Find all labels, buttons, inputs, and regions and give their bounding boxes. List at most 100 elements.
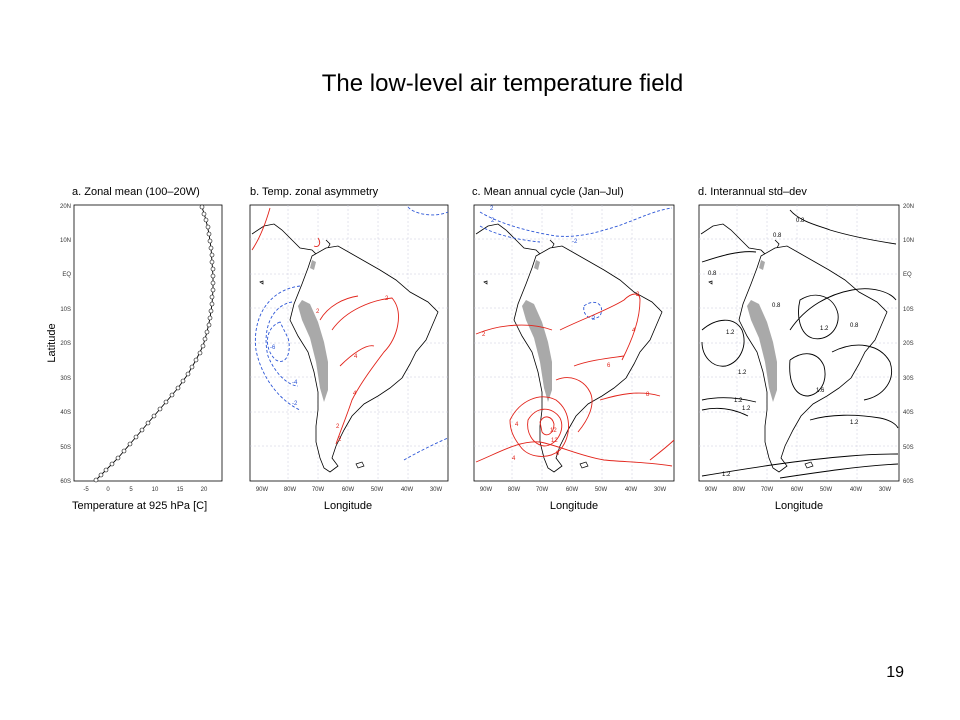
- contour-label: 2: [592, 316, 596, 322]
- panel-d-contours: [701, 209, 899, 479]
- panel-a: a. Zonal mean (100–20W) 20N 10N EQ 10S 2…: [46, 186, 223, 512]
- contour-label: 8: [556, 451, 560, 457]
- contour-label: 1.2: [734, 398, 743, 404]
- panel-c-lon-ticks: 90W 80W 70W 60W 50W 40W 30W: [480, 487, 667, 493]
- lon-tick: 80W: [508, 487, 521, 493]
- contour-label: 0.8: [772, 303, 781, 309]
- lon-tick: 50W: [820, 487, 833, 493]
- contour-label: 1.2: [738, 370, 747, 376]
- slide-title: The low-level air temperature field: [321, 70, 684, 97]
- panel-a-title: a. Zonal mean (100–20W): [72, 186, 200, 198]
- lat-tick: 60S: [903, 479, 914, 485]
- lat-tick: 40S: [903, 410, 914, 416]
- contour-label: 4: [632, 328, 636, 334]
- panel-b: b. Temp. zonal asymmetry: [249, 186, 449, 512]
- lat-tick: 30S: [903, 376, 914, 382]
- contour-label: 2: [316, 309, 320, 315]
- lat-tick: 20N: [903, 204, 914, 210]
- lon-tick: 60W: [342, 487, 355, 493]
- panel-a-xlabel: Temperature at 925 hPa [C]: [72, 500, 207, 512]
- panel-d-lon-ticks: 90W 80W 70W 60W 50W 40W 30W: [705, 487, 892, 493]
- contour-label: 4: [354, 354, 358, 360]
- panel-d-lat-ticks: 20N 10N EQ 10S 20S 30S 40S 50S 60S: [903, 204, 914, 485]
- temp-tick: 20: [201, 487, 208, 493]
- temp-tick: 5: [129, 487, 133, 493]
- lon-tick: 70W: [761, 487, 774, 493]
- lon-tick: 90W: [480, 487, 493, 493]
- lat-tick: 10N: [60, 238, 71, 244]
- lon-tick: 50W: [595, 487, 608, 493]
- panel-a-ylabel: Latitude: [46, 323, 58, 362]
- contour-label: 2: [338, 437, 342, 443]
- panel-c-pos-contours: [475, 293, 675, 467]
- lon-tick: 40W: [625, 487, 638, 493]
- panel-a-lat-ticks: 20N 10N EQ 10S 20S 30S 40S 50S 60S: [60, 204, 71, 485]
- contour-label: -2: [572, 239, 578, 245]
- lat-tick: 20N: [60, 204, 71, 210]
- contour-label: 2: [336, 424, 340, 430]
- temp-tick: 15: [177, 487, 184, 493]
- contour-label: 4: [515, 422, 519, 428]
- lat-tick: 20S: [60, 341, 71, 347]
- contour-label: 1.2: [742, 406, 751, 412]
- panel-c-title: c. Mean annual cycle (Jan–Jul): [472, 186, 624, 198]
- contour-label: 0.8: [796, 218, 805, 224]
- lat-tick: 60S: [60, 479, 71, 485]
- contour-label: 2: [636, 292, 640, 298]
- lon-tick: 50W: [371, 487, 384, 493]
- contour-label: 4: [353, 391, 357, 397]
- panel-a-frame: [73, 204, 223, 482]
- panel-b-pos-contours: [251, 207, 399, 445]
- panel-c-neg-contours: [479, 207, 673, 319]
- lon-tick: 70W: [312, 487, 325, 493]
- contour-label: 1.2: [726, 330, 735, 336]
- contour-label: 12: [551, 438, 558, 444]
- panel-b-lon-ticks: 90W 80W 70W 60W 50W 40W 30W: [256, 487, 443, 493]
- contour-label: 1.2: [722, 472, 731, 478]
- lon-tick: 30W: [654, 487, 667, 493]
- lon-tick: 90W: [256, 487, 269, 493]
- panel-c-xlabel: Longitude: [550, 500, 598, 512]
- contour-label: 2: [491, 218, 495, 224]
- lon-tick: 40W: [401, 487, 414, 493]
- temp-tick: 0: [106, 487, 110, 493]
- contour-label: 0.8: [850, 323, 859, 329]
- lat-tick: 20S: [903, 341, 914, 347]
- contour-label: 0.8: [708, 271, 717, 277]
- panel-b-xlabel: Longitude: [324, 500, 372, 512]
- contour-label: 12: [550, 428, 557, 434]
- contour-label: 2: [385, 296, 389, 302]
- lat-tick: 10N: [903, 238, 914, 244]
- contour-label: 6: [607, 363, 611, 369]
- lat-tick: 50S: [60, 445, 71, 451]
- lon-tick: 40W: [850, 487, 863, 493]
- profile-markers: [93, 204, 216, 483]
- lat-tick: 10S: [60, 307, 71, 313]
- panel-a-temp-ticks: -5 0 5 10 15 20: [83, 487, 208, 493]
- lon-tick: 30W: [879, 487, 892, 493]
- temp-tick: -5: [83, 487, 89, 493]
- contour-label: -2: [292, 401, 298, 407]
- lon-tick: 90W: [705, 487, 718, 493]
- panel-b-neg-contours: [254, 206, 449, 461]
- panel-c-labels: 2 4 6 8 2 8 4 12 12 4 2 2 -2 2: [482, 206, 650, 462]
- panel-c: c. Mean annual cycle (Jan–Jul): [472, 186, 675, 512]
- lat-tick: 10S: [903, 307, 914, 313]
- lat-tick: 30S: [60, 376, 71, 382]
- contour-label: 1.6: [816, 388, 825, 394]
- temp-tick: 10: [152, 487, 159, 493]
- lon-tick: 70W: [536, 487, 549, 493]
- page-number: 19: [886, 664, 904, 681]
- contour-label: -4: [292, 380, 298, 386]
- panel-b-title: b. Temp. zonal asymmetry: [250, 186, 379, 198]
- panel-d: d. Interannual std–dev 0.8: [698, 186, 914, 512]
- lon-tick: 80W: [733, 487, 746, 493]
- lon-tick: 80W: [284, 487, 297, 493]
- lat-tick: EQ: [903, 272, 912, 278]
- contour-label: 2: [482, 332, 486, 338]
- lon-tick: 30W: [430, 487, 443, 493]
- lon-tick: 60W: [791, 487, 804, 493]
- contour-label: 1.2: [820, 326, 829, 332]
- panel-d-xlabel: Longitude: [775, 500, 823, 512]
